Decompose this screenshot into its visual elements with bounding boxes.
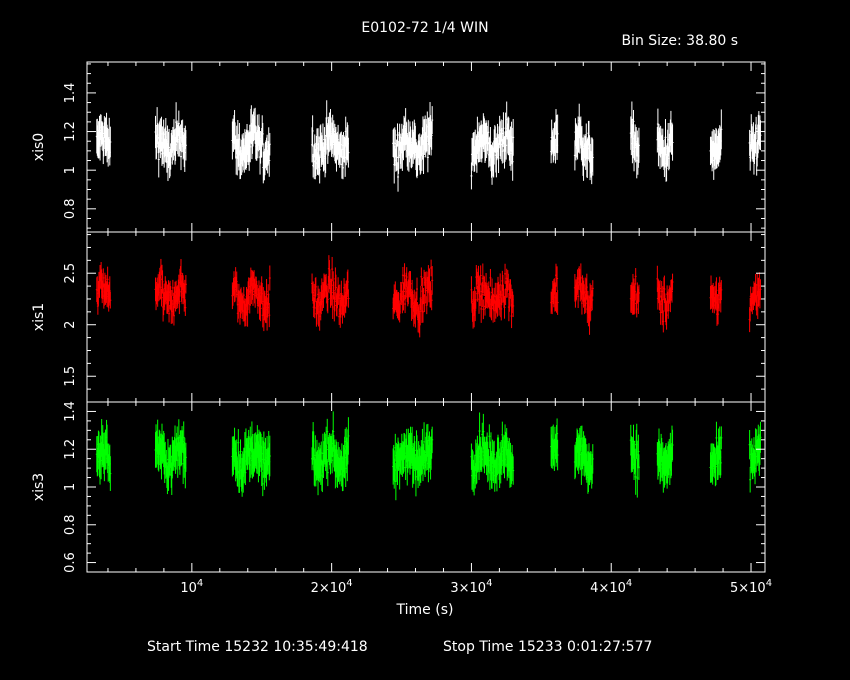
- stop-time-label: Stop Time 15233 0:01:27:577: [443, 639, 652, 655]
- xis3-y-tick-label: 0.6: [63, 552, 78, 573]
- x-axis-label: Time (s): [396, 602, 454, 618]
- xis0-y-tick-label: 0.8: [63, 198, 78, 219]
- xis3-axis-label: xis3: [31, 473, 47, 501]
- bin-size-label: Bin Size: 38.80 s: [621, 33, 738, 49]
- x-tick-label: 2×104: [311, 578, 353, 596]
- xis1-y-tick-label: 2: [63, 321, 78, 329]
- panel-xis3: 0.6 0.8 1 1.2 1.4 xis3: [31, 401, 766, 573]
- xis1-y-tick-label: 2.5: [63, 263, 78, 284]
- x-tick-label: 5×104: [730, 578, 772, 596]
- xis3-y-tick-label: 1.2: [63, 439, 78, 460]
- xis1-y-tick-label: 1.5: [63, 366, 78, 387]
- xis3-y-tick-label: 0.8: [63, 514, 78, 535]
- panel-xis1: 1.5 2 2.5 xis1: [31, 231, 766, 403]
- xis0-y-tick-label: 1.2: [63, 121, 78, 142]
- panel-xis0: 0.8 1 1.2 1.4 xis0: [31, 61, 766, 233]
- xis3-data: [95, 411, 762, 501]
- xis0-y-tick-label: 1: [63, 166, 78, 174]
- xis0-axis-label: xis0: [31, 133, 47, 161]
- xis0-data: [95, 100, 762, 192]
- x-tick-label: 104: [180, 578, 203, 596]
- chart-title: E0102-72 1/4 WIN: [361, 20, 488, 36]
- xis1-data: [95, 255, 762, 338]
- x-tick-label: 4×104: [590, 578, 632, 596]
- xis1-axis-label: xis1: [31, 303, 47, 331]
- x-tick-label: 3×104: [450, 578, 492, 596]
- xis0-y-tick-label: 1.4: [63, 83, 78, 104]
- start-time-label: Start Time 15232 10:35:49:418: [147, 639, 368, 655]
- xis3-y-tick-label: 1.4: [63, 401, 78, 422]
- xis3-y-tick-label: 1: [63, 483, 78, 491]
